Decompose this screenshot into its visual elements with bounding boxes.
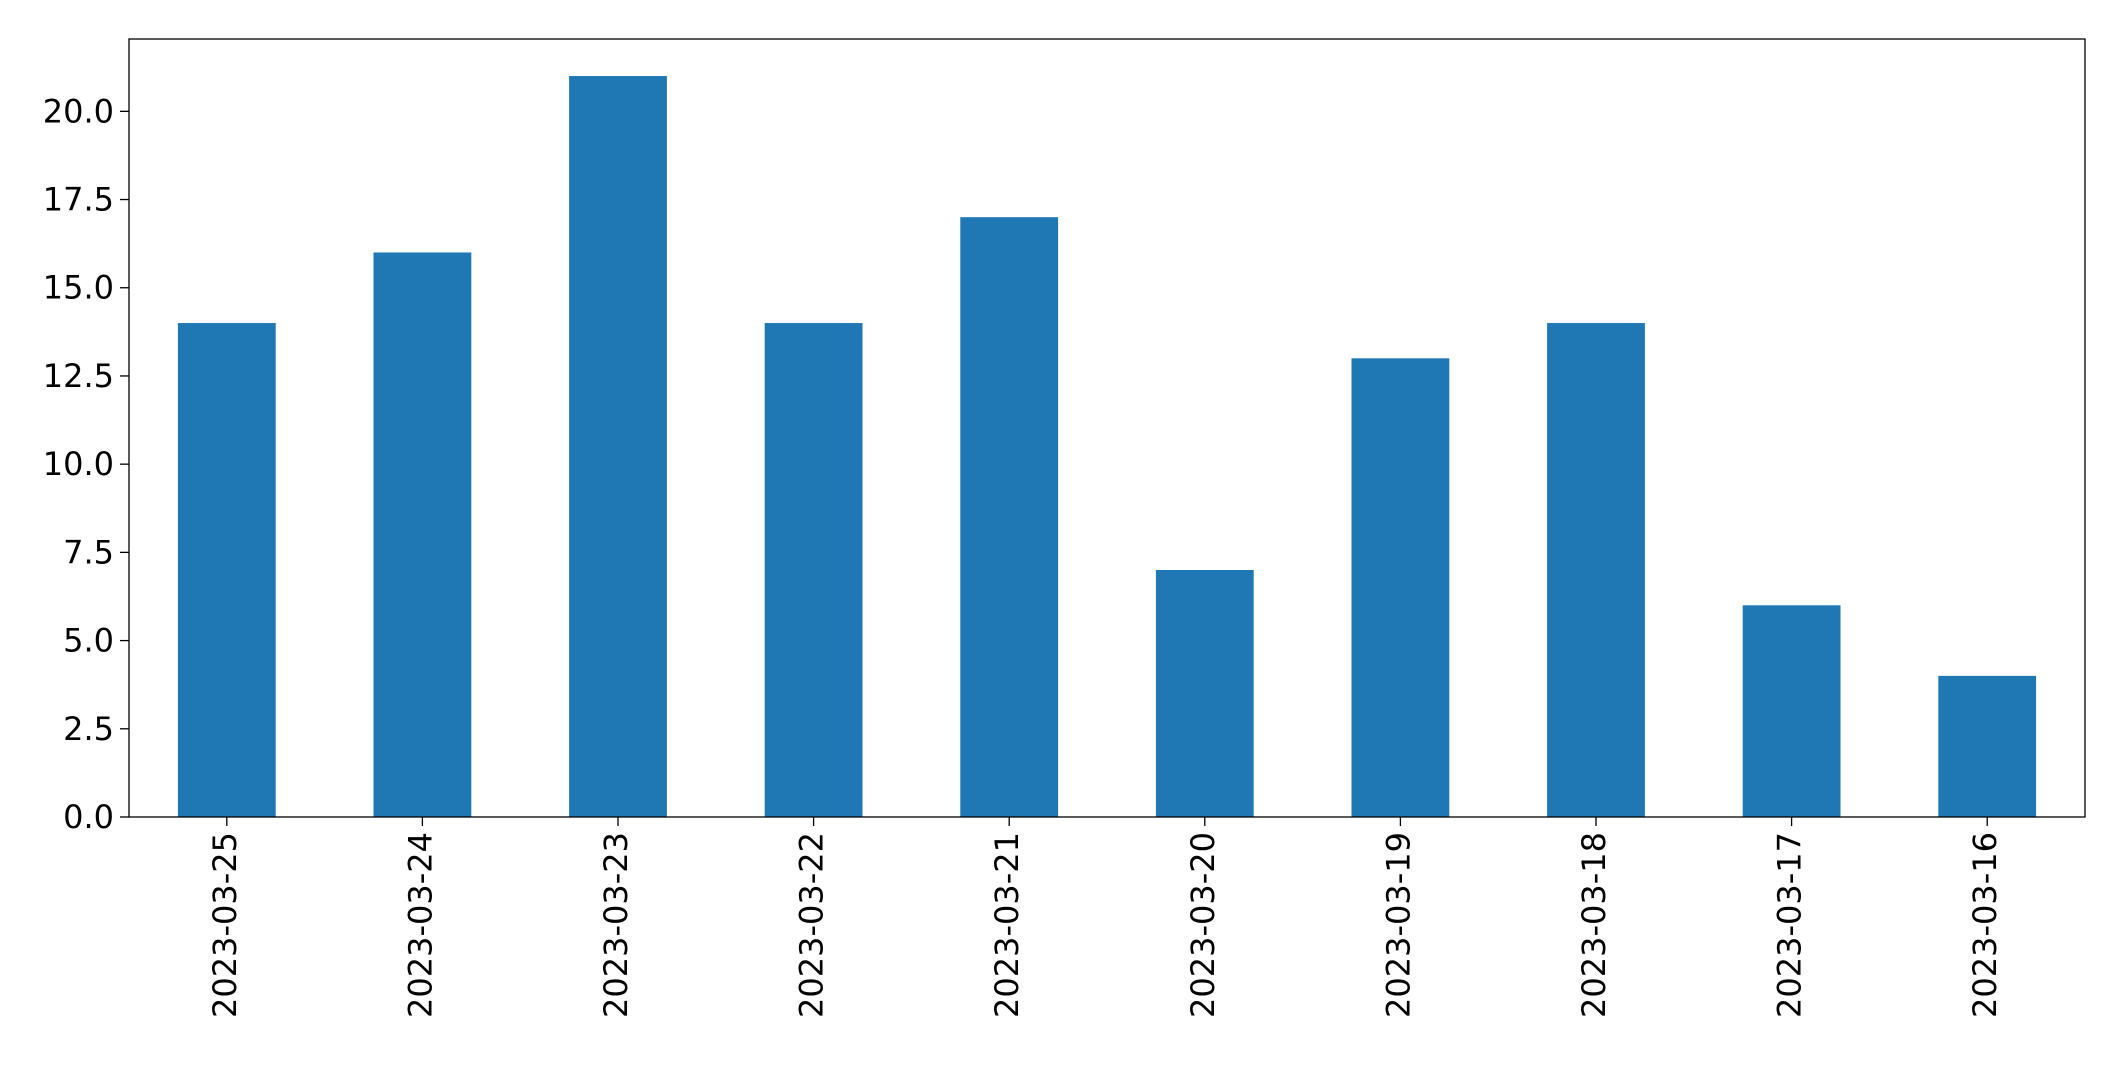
bar xyxy=(569,76,667,818)
bar xyxy=(1155,570,1254,817)
x-tick-label: 2023-03-17 xyxy=(1771,832,1809,1018)
bar xyxy=(1938,675,2037,817)
bar xyxy=(373,252,472,818)
bar xyxy=(1742,605,1841,817)
x-tick-label: 2023-03-16 xyxy=(1966,832,2004,1018)
x-tick-label: 2023-03-25 xyxy=(206,832,244,1018)
x-tick-label: 2023-03-22 xyxy=(793,832,831,1018)
x-tick-label: 2023-03-21 xyxy=(988,832,1026,1018)
x-tick-label: 2023-03-20 xyxy=(1184,832,1222,1018)
x-tick-label: 2023-03-24 xyxy=(401,832,439,1018)
y-tick-label: 10.0 xyxy=(43,445,114,483)
bar xyxy=(1351,358,1450,817)
y-tick-label: 20.0 xyxy=(43,92,114,130)
bar xyxy=(1547,323,1645,817)
bar xyxy=(764,323,863,817)
x-tick-label: 2023-03-19 xyxy=(1379,832,1417,1018)
y-tick-label: 2.5 xyxy=(63,710,114,748)
y-tick-label: 17.5 xyxy=(43,181,114,219)
bar xyxy=(960,217,1059,818)
y-tick-label: 7.5 xyxy=(63,533,114,571)
y-tick-label: 15.0 xyxy=(43,269,114,307)
y-tick-label: 12.5 xyxy=(43,357,114,395)
y-tick-label: 5.0 xyxy=(63,622,114,660)
x-tick-label: 2023-03-23 xyxy=(597,832,635,1018)
bar xyxy=(177,323,276,817)
y-tick-label: 0.0 xyxy=(63,798,114,836)
x-tick-label: 2023-03-18 xyxy=(1575,832,1613,1018)
plot-frame xyxy=(128,38,2086,818)
